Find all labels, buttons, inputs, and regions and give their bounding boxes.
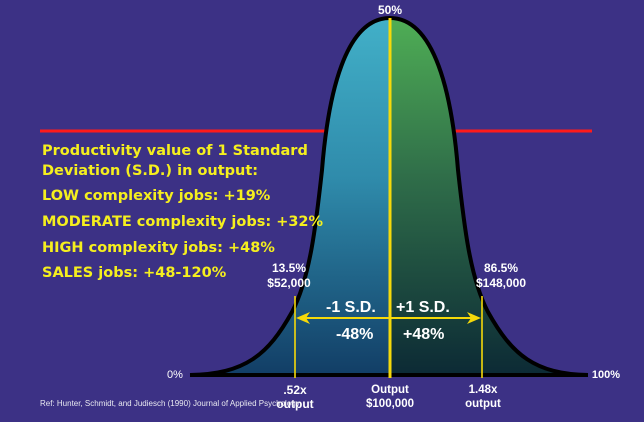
left-value: $52,000 <box>267 276 311 290</box>
minus-sd-multiplier: .52x <box>283 383 307 397</box>
left-percentile: 13.5% <box>271 261 307 275</box>
plus-sd-label: +1 S.D. <box>396 299 450 316</box>
minus-sd-multiplier-sub: output <box>276 397 314 411</box>
mean-value: $100,000 <box>366 398 414 410</box>
heading-line-1: Productivity value of 1 Standard <box>42 143 308 159</box>
minus-sd-label: -1 S.D. <box>326 299 376 316</box>
reference-citation: Ref: Hunter, Schmidt, and Judiesch (1990… <box>40 399 300 408</box>
arrow-left-icon <box>296 312 310 324</box>
minus-pct-label: -48% <box>336 326 374 343</box>
mean-label: Output <box>371 384 409 396</box>
plus-sd-multiplier: 1.48x <box>468 384 498 396</box>
heading-line-2: Deviation (S.D.) in output: <box>42 163 259 179</box>
high-complexity-text: HIGH complexity jobs: +48% <box>42 240 275 256</box>
arrow-right-icon <box>467 312 481 324</box>
moderate-complexity-text: MODERATE complexity jobs: +32% <box>42 214 324 230</box>
axis-end-label: 100% <box>591 369 621 381</box>
right-percentile: 86.5% <box>483 261 519 275</box>
plus-pct-label: +48% <box>403 326 445 343</box>
low-complexity-text: LOW complexity jobs: +19% <box>42 188 271 204</box>
right-value: $148,000 <box>475 276 527 290</box>
plus-sd-multiplier-sub: output <box>465 398 501 410</box>
sales-jobs-text: SALES jobs: +48-120% <box>42 265 227 281</box>
axis-start-label: 0% <box>167 369 183 381</box>
peak-label: 50% <box>377 3 403 17</box>
